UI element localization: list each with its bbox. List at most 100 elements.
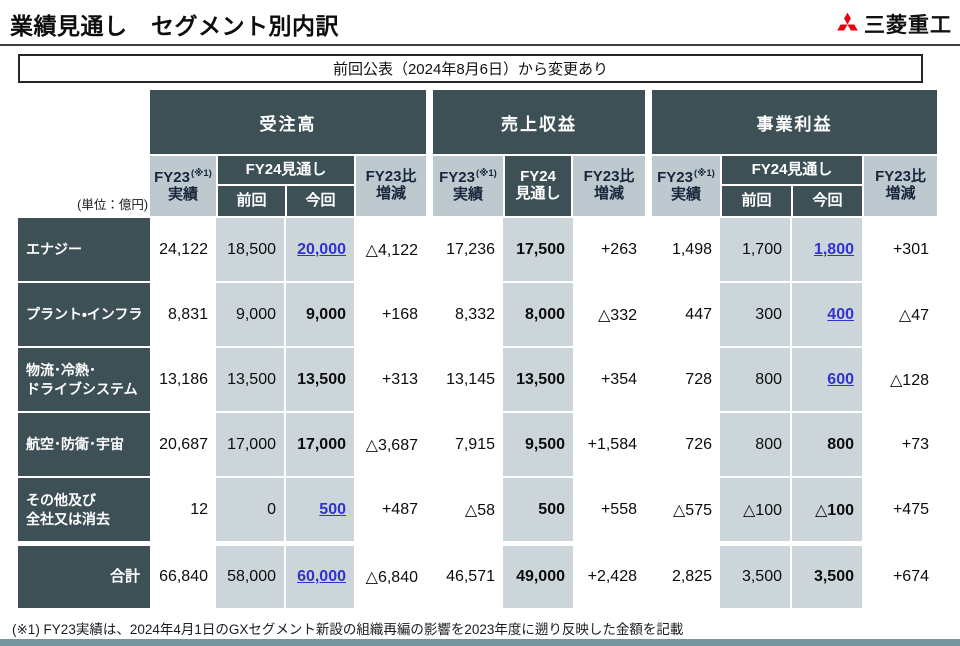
profit-prev-total: 3,500 (720, 546, 790, 608)
orders-diff-value: △3,687 (354, 413, 426, 476)
row-label: 物流･冷熱･ ドライブシステム (18, 348, 150, 411)
diff-line1: FY23比 (365, 168, 417, 186)
section-gap (426, 218, 433, 281)
section-gap (426, 546, 433, 608)
revenue-diff-header: FY23比 増減 (573, 156, 645, 216)
profit-fy23-total: 2,825 (652, 546, 720, 608)
fy24-forecast-label: FY24見通し (722, 156, 862, 184)
diff-line1: FY23比 (583, 168, 635, 186)
revenue-diff-value: +1,584 (573, 413, 645, 476)
revenue-diff-value: +263 (573, 218, 645, 281)
section-gap (426, 156, 433, 216)
footnote-marker: (※1) (694, 167, 715, 179)
row-label: その他及び 全社又は消去 (18, 478, 150, 541)
diff-line2: 増減 (593, 185, 624, 202)
profit-prev-header: 前回 (722, 186, 791, 216)
profit-fy23-value: △575 (652, 478, 720, 541)
orders-prev-value: 18,500 (216, 218, 284, 281)
orders-current-header: 今回 (285, 186, 354, 216)
orders-prev-value: 0 (216, 478, 284, 541)
footnote-marker: (※1) (476, 167, 497, 179)
prev-cur-row: 前回 今回 (218, 186, 354, 216)
orders-fy23-value: 13,186 (150, 348, 216, 411)
title-divider (0, 44, 960, 46)
bottom-accent-bar (0, 639, 960, 646)
revenue-forecast-total: 49,000 (503, 546, 573, 608)
company-logo-text: 三菱重工 (864, 14, 952, 37)
profit-prev-value: 1,700 (720, 218, 790, 281)
profit-diff-value: +73 (862, 413, 937, 476)
fy23-line2: 実績 (670, 185, 701, 203)
revision-banner: 前回公表（2024年8月6日）から変更あり (18, 54, 923, 83)
profit-fy23-value: 728 (652, 348, 720, 411)
profit-current-value: 400 (790, 283, 862, 346)
mitsubishi-diamonds-icon (837, 12, 858, 30)
section-gap (426, 348, 433, 411)
table-row-logistics-thermal-drive: 物流･冷熱･ ドライブシステム 13,186 13,500 13,500 +313… (18, 348, 942, 411)
section-gap (645, 156, 652, 216)
profit-prev-value: 300 (720, 283, 790, 346)
revenue-forecast-value: 500 (503, 478, 573, 541)
fy24-line2: 見通し (515, 185, 561, 202)
profit-current-value: 1,800 (790, 218, 862, 281)
profit-prev-value: △100 (720, 478, 790, 541)
section-header-row: 受注高 売上収益 事業利益 (18, 90, 942, 154)
orders-current-total: 60,000 (284, 546, 354, 608)
orders-fy23-value: 12 (150, 478, 216, 541)
orders-prev-value: 9,000 (216, 283, 284, 346)
fy23-line2: 実績 (452, 185, 483, 203)
section-gap (645, 413, 652, 476)
profit-fy23-value: 726 (652, 413, 720, 476)
revenue-forecast-value: 13,500 (503, 348, 573, 411)
profit-diff-header: FY23比 増減 (862, 156, 937, 216)
diff-line2: 増減 (885, 185, 916, 202)
orders-diff-value: +487 (354, 478, 426, 541)
table-row-aero-defense-space: 航空･防衛･宇宙 20,687 17,000 17,000 △3,687 7,9… (18, 413, 942, 476)
sub-header-row: (単位：億円) FY23(※1) 実績 FY24見通し 前回 今回 FY23比 … (18, 156, 942, 216)
orders-fy23-value: 20,687 (150, 413, 216, 476)
orders-current-value: 20,000 (284, 218, 354, 281)
section-gap (426, 413, 433, 476)
profit-prev-value: 800 (720, 413, 790, 476)
orders-current-value: 17,000 (284, 413, 354, 476)
diff-line2: 増減 (375, 185, 406, 202)
table-row-total: 合計 66,840 58,000 60,000 △6,840 46,571 49… (18, 546, 942, 608)
orders-prev-value: 17,000 (216, 413, 284, 476)
revenue-diff-value: +558 (573, 478, 645, 541)
fy23-line2: 実績 (167, 185, 198, 203)
page-title: 業績見通し セグメント別内訳 (10, 13, 339, 39)
revenue-forecast-value: 17,500 (503, 218, 573, 281)
section-gap (426, 90, 433, 154)
row-label-total: 合計 (18, 546, 150, 608)
revenue-fy23-actual-header: FY23(※1) 実績 (433, 156, 503, 216)
revenue-forecast-value: 9,500 (503, 413, 573, 476)
revenue-fy23-value: 13,145 (433, 348, 503, 411)
footnote: (※1) FY23実績は、2024年4月1日のGXセグメント新設の組織再編の影響… (12, 622, 684, 637)
revenue-diff-value: +354 (573, 348, 645, 411)
fy24-line1: FY24 (520, 168, 556, 186)
profit-current-value: 600 (790, 348, 862, 411)
section-gap (645, 348, 652, 411)
profit-diff-value: △128 (862, 348, 937, 411)
profit-current-value: △100 (790, 478, 862, 541)
profit-diff-total: +674 (862, 546, 937, 608)
fy23-line1: FY23(※1) (154, 167, 212, 186)
orders-diff-total: △6,840 (354, 546, 426, 608)
orders-prev-value: 13,500 (216, 348, 284, 411)
orders-fy23-value: 8,831 (150, 283, 216, 346)
profit-fy23-value: 447 (652, 283, 720, 346)
label-spacer (18, 90, 150, 154)
revenue-fy23-value: 7,915 (433, 413, 503, 476)
section-gap (645, 546, 652, 608)
orders-diff-value: △4,122 (354, 218, 426, 281)
fy24-forecast-label: FY24見通し (218, 156, 354, 184)
row-label: プラント・インフラ (18, 283, 150, 346)
table-row-plants-infra: プラント・インフラ 8,831 9,000 9,000 +168 8,332 8… (18, 283, 942, 346)
orders-diff-value: +168 (354, 283, 426, 346)
profit-current-header: 今回 (791, 186, 862, 216)
section-gap (426, 283, 433, 346)
segment-table: 受注高 売上収益 事業利益 (単位：億円) FY23(※1) 実績 FY24見通… (18, 90, 942, 608)
prev-cur-row: 前回 今回 (722, 186, 862, 216)
revenue-diff-total: +2,428 (573, 546, 645, 608)
